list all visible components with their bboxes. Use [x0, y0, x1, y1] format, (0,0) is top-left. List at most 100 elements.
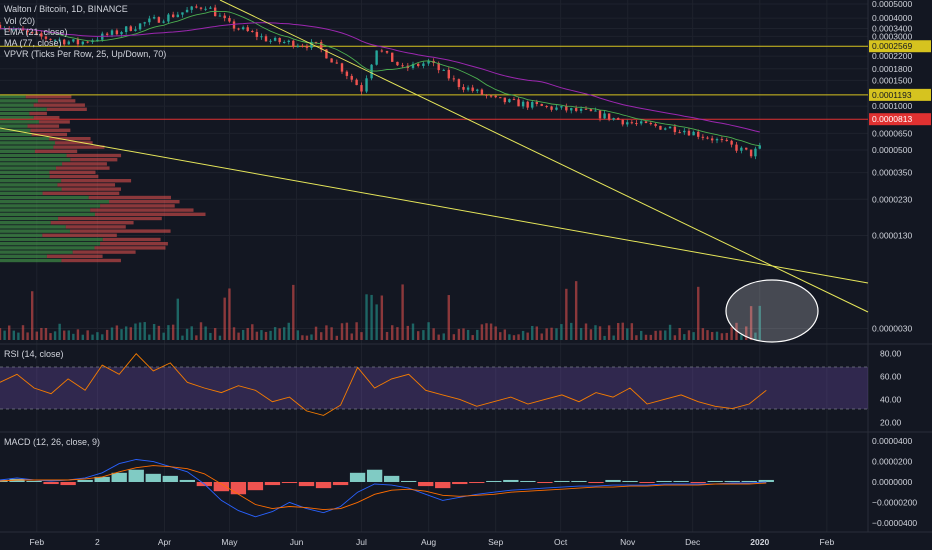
volume-bar [396, 327, 399, 340]
highlight-ellipse[interactable] [725, 279, 819, 343]
volume-bar [480, 324, 484, 340]
volume-bar [589, 329, 593, 340]
rsi-band [0, 367, 868, 409]
candle-body [148, 18, 151, 23]
volume-bar [570, 322, 573, 340]
candle-body [292, 40, 295, 47]
volume-bar [185, 328, 189, 340]
volume-bar [296, 330, 300, 340]
candle-body [603, 113, 606, 119]
candle-body [264, 36, 268, 42]
candle-body [228, 18, 231, 22]
price-label-box [869, 113, 931, 126]
vpvr-row-up [0, 246, 95, 250]
volume-bar [630, 323, 634, 340]
volume-bar [678, 327, 681, 340]
candle-body [35, 32, 38, 34]
volume-bar [115, 325, 119, 340]
volume-bar [452, 334, 456, 340]
volume-bar [228, 288, 231, 340]
volume-bar [416, 331, 420, 340]
vpvr-row-down [100, 242, 168, 246]
volume-bar [305, 335, 309, 340]
macd-histogram-bar [673, 480, 689, 482]
vpvr-row-down [109, 200, 180, 204]
price-label-box [869, 40, 931, 53]
volume-bar [76, 329, 80, 340]
volume-bar [340, 323, 344, 340]
macd-axis-tick: 0.0000400 [872, 436, 912, 446]
candle-body [683, 130, 686, 133]
macd-axis-tick: 0.0000000 [872, 477, 912, 487]
macd-histogram-bar [707, 480, 723, 482]
horizontal-levels[interactable] [0, 45, 868, 120]
candle-body [654, 124, 657, 126]
vpvr-row-up [0, 212, 95, 216]
candle-body [162, 21, 165, 23]
candle-body [204, 8, 207, 10]
vpvr-row-down [58, 216, 162, 221]
price-axis[interactable]: 0.00050000.00040000.00034000.00030000.00… [872, 0, 917, 528]
volume-bar [246, 328, 249, 340]
price-axis-tick: 0.0000500 [872, 145, 912, 155]
volume-bar [26, 332, 29, 340]
vpvr-row-down [53, 145, 105, 149]
volume-bar [401, 284, 404, 340]
volume-bar [355, 322, 358, 340]
time-axis-tick: Nov [620, 537, 636, 547]
vpvr-row-down [61, 179, 132, 183]
candle-body [462, 86, 465, 90]
candle-body [30, 32, 34, 34]
volume-bar [370, 294, 373, 340]
macd-histogram-bar [128, 469, 144, 482]
volume-bar [134, 323, 137, 340]
vpvr-row-down [46, 254, 103, 258]
candle-body [678, 132, 681, 134]
candle-body [325, 49, 328, 59]
time-axis-tick: May [221, 537, 238, 547]
candle-body [494, 95, 497, 98]
moving-averages [0, 10, 760, 147]
volume-bar [181, 335, 184, 340]
vpvr-row-up [0, 200, 110, 204]
candle-body [49, 38, 52, 40]
candle-body [508, 99, 511, 103]
vpvr-row-up [0, 216, 59, 221]
volume-bar [360, 332, 363, 340]
candle-body [53, 39, 57, 41]
candle-body [545, 105, 548, 107]
volume-bar [730, 326, 733, 340]
lower-trendline[interactable] [0, 127, 869, 284]
candle-body [579, 108, 583, 111]
candle-body [76, 39, 80, 45]
time-axis[interactable]: Feb 2 Apr May Jun Jul Aug Sep Oct Nov Dec 2020 Feb [29, 537, 834, 547]
candle-body [584, 108, 588, 110]
candle-body [526, 101, 529, 108]
candle-body [391, 52, 394, 62]
volume-bar [644, 334, 648, 340]
vpvr-row-up [0, 187, 62, 191]
candle-body [749, 149, 753, 157]
macd-histogram-bar [26, 480, 42, 482]
candle-body [218, 15, 222, 17]
vpvr-row-up [0, 258, 62, 263]
volume-bar [120, 329, 123, 340]
vpvr-row-down [27, 124, 60, 128]
vpvr-row-up [0, 237, 103, 242]
volume-bar [710, 332, 714, 340]
volume-bar [273, 327, 277, 340]
volume-bar [237, 332, 240, 340]
time-axis-tick: Feb [29, 537, 44, 547]
macd-histogram-bar [554, 480, 570, 482]
macd-histogram-bar [366, 469, 383, 482]
candle-body [471, 87, 474, 91]
volume-bar [278, 328, 281, 340]
volume-bar [260, 330, 263, 340]
volume-bar [466, 329, 470, 340]
volume-bar [176, 298, 180, 340]
upper-trendline[interactable] [219, 0, 869, 313]
candle-body [385, 51, 389, 53]
trendlines[interactable] [0, 0, 869, 313]
candle-body [659, 125, 662, 130]
macd-histogram-bar [315, 482, 332, 489]
